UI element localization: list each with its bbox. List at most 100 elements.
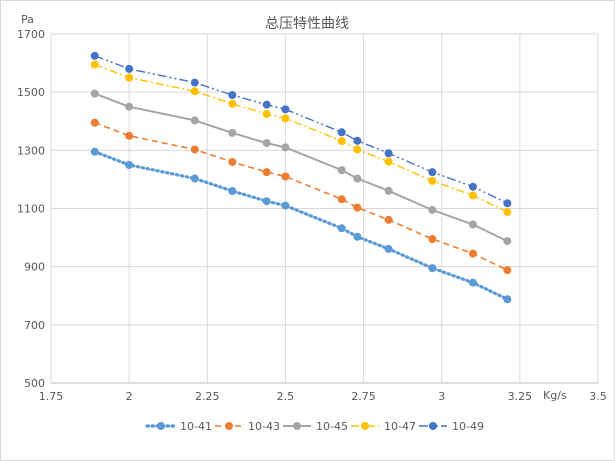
data-point: [503, 295, 512, 304]
legend-swatch-marker: [429, 422, 437, 430]
data-point: [337, 224, 346, 233]
data-point: [384, 244, 393, 253]
series-line: [94, 63, 508, 213]
legend-item: 10-43: [215, 420, 280, 433]
data-point: [262, 139, 271, 148]
data-point: [90, 89, 99, 98]
data-point: [428, 235, 437, 244]
x-tick-label: 2.25: [195, 390, 220, 403]
y-tick-label: 1100: [17, 203, 45, 216]
data-point: [262, 109, 271, 118]
data-point: [503, 199, 512, 208]
data-point: [90, 51, 99, 60]
legend: 10-41 10-43 10-45 10-47 10-49: [145, 420, 484, 433]
data-point: [281, 143, 290, 152]
data-point: [384, 186, 393, 195]
series-line: [94, 55, 508, 204]
x-tick-label: 1.75: [39, 390, 64, 403]
series-10-41: [90, 147, 512, 304]
legend-label: 10-45: [316, 420, 348, 433]
data-point: [262, 197, 271, 206]
grid: [50, 33, 599, 384]
chart-title: 总压特性曲线: [265, 16, 349, 32]
legend-item: 10-47: [351, 420, 416, 433]
series-line: [94, 121, 508, 271]
legend-swatch-marker: [157, 422, 165, 430]
x-axis-unit: Kg/s: [543, 389, 567, 402]
data-point: [337, 195, 346, 204]
y-tick-label: 1700: [17, 28, 45, 41]
legend-label: 10-47: [384, 420, 416, 433]
legend-label: 10-49: [452, 420, 484, 433]
data-point: [337, 128, 346, 137]
data-point: [353, 145, 362, 154]
data-point: [384, 215, 393, 224]
data-point: [428, 176, 437, 185]
x-tick-label: 3.5: [589, 390, 607, 403]
series-10-47: [90, 60, 512, 216]
data-point: [428, 205, 437, 214]
legend-label: 10-41: [180, 420, 212, 433]
data-point: [503, 207, 512, 216]
y-tick-label: 500: [24, 377, 45, 390]
series-10-49: [90, 51, 512, 208]
data-point: [337, 137, 346, 146]
data-point: [190, 116, 199, 125]
data-point: [125, 131, 134, 140]
data-point: [384, 149, 393, 158]
data-point: [228, 91, 237, 100]
data-point: [281, 172, 290, 181]
series-group: [90, 51, 512, 304]
x-tick-label: 2: [126, 390, 133, 403]
legend-item: 10-41: [145, 420, 212, 433]
y-tick-label: 900: [24, 261, 45, 274]
axis-ticks: 500 700 900 1100 1300 1500 1700 1.75 2 2.25 2.5 2.7…: [17, 28, 607, 403]
data-point: [468, 191, 477, 200]
data-point: [90, 118, 99, 127]
y-tick-label: 1500: [17, 86, 45, 99]
data-point: [468, 278, 477, 287]
data-point: [428, 168, 437, 177]
series-line: [94, 92, 508, 243]
data-point: [281, 114, 290, 123]
data-point: [125, 64, 134, 73]
data-point: [468, 249, 477, 258]
data-point: [125, 102, 134, 111]
data-point: [228, 157, 237, 166]
data-point: [281, 201, 290, 210]
data-point: [281, 105, 290, 114]
data-point: [190, 145, 199, 154]
y-tick-label: 1300: [17, 144, 45, 157]
legend-label: 10-43: [248, 420, 280, 433]
x-tick-label: 3: [438, 390, 445, 403]
legend-item: 10-49: [419, 420, 484, 433]
data-point: [428, 264, 437, 273]
data-point: [228, 187, 237, 196]
data-point: [468, 220, 477, 229]
y-tick-label: 700: [24, 319, 45, 332]
y-axis-unit: Pa: [21, 13, 34, 26]
legend-swatch-marker: [293, 422, 301, 430]
x-tick-label: 2.75: [351, 390, 376, 403]
series-line: [93, 150, 509, 301]
x-tick-label: 2.5: [277, 390, 295, 403]
series-10-45: [90, 89, 512, 246]
data-point: [353, 174, 362, 183]
data-point: [337, 166, 346, 175]
legend-swatch-marker: [361, 422, 369, 430]
data-point: [125, 73, 134, 82]
data-point: [353, 136, 362, 145]
data-point: [190, 78, 199, 87]
data-point: [228, 99, 237, 108]
data-point: [503, 237, 512, 246]
data-point: [353, 203, 362, 212]
data-point: [262, 100, 271, 109]
data-point: [503, 266, 512, 275]
data-point: [125, 160, 134, 169]
data-point: [468, 182, 477, 191]
data-point: [228, 128, 237, 137]
x-tick-label: 3.25: [508, 390, 533, 403]
data-point: [190, 174, 199, 183]
